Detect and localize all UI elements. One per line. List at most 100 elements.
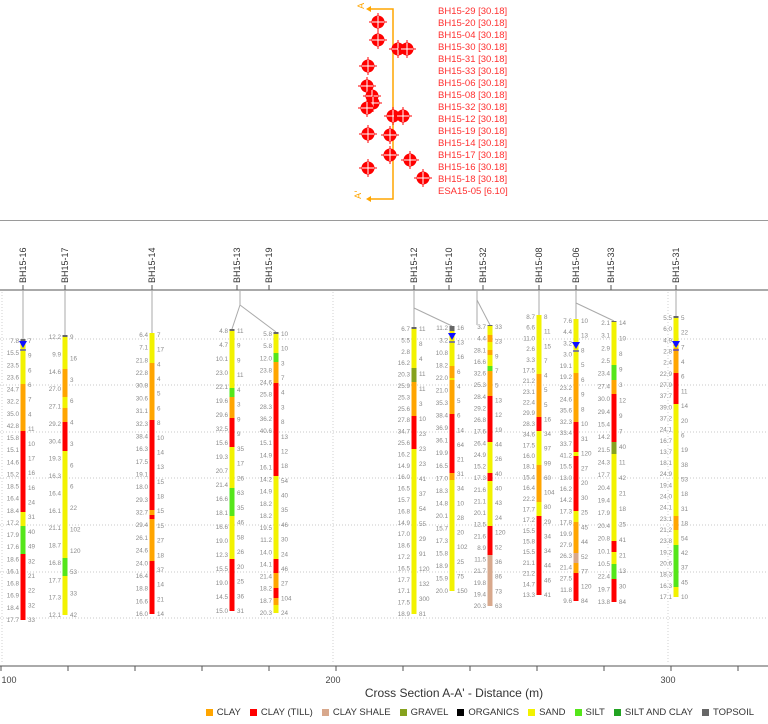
borehole-name[interactable]: BH15-06 [571, 247, 581, 283]
borehole-map-label[interactable]: BH15-31 [30.18] [438, 54, 507, 65]
soil-layer-gravel[interactable] [611, 442, 617, 454]
soil-layer-silt[interactable] [229, 388, 235, 397]
borehole-map-label[interactable]: BH15-04 [30.18] [438, 30, 507, 41]
soil-layer-sand[interactable] [536, 502, 542, 516]
soil-layer-clay[interactable] [273, 573, 279, 588]
soil-layer-sand[interactable] [611, 552, 617, 564]
soil-layer-clay[interactable] [149, 519, 155, 561]
soil-layer-clay-till[interactable] [449, 414, 455, 473]
borehole-name[interactable]: BH15-08 [534, 247, 544, 283]
soil-layer-topsoil[interactable] [20, 339, 26, 341]
soil-layer-sand[interactable] [411, 329, 417, 368]
borehole-marker-icon[interactable] [358, 99, 376, 117]
soil-layer-clay[interactable] [611, 380, 617, 394]
borehole-map-label[interactable]: BH15-20 [30.18] [438, 18, 507, 29]
soil-layer-sand[interactable] [149, 333, 155, 363]
soil-layer-clay[interactable] [20, 384, 26, 431]
soil-layer-sand[interactable] [273, 334, 279, 353]
borehole-bh15-14[interactable]: BH15-14 6.4 7.1 21.8 22.8 30.8 30.6 31.1 32.3 38.… [136, 247, 165, 618]
soil-layer-sand[interactable] [62, 397, 68, 408]
soil-layer-clay-till[interactable] [62, 422, 68, 451]
soil-layer-clay-till[interactable] [536, 417, 542, 431]
legend-item[interactable]: SILT AND CLAY [613, 707, 693, 718]
soil-layer-clay-till[interactable] [487, 473, 493, 481]
borehole-map-label[interactable]: BH15-06 [30.18] [438, 78, 507, 89]
soil-layer-sand[interactable] [229, 516, 235, 559]
soil-layer-clay[interactable] [449, 380, 455, 414]
soil-layer-clay-till[interactable] [149, 561, 155, 614]
soil-layer-clay[interactable] [573, 373, 579, 422]
borehole-map-label[interactable]: BH15-29 [30.18] [438, 6, 507, 17]
soil-layer-clay-till[interactable] [536, 516, 542, 595]
soil-layer-clay[interactable] [449, 473, 455, 480]
borehole-map-label[interactable]: ESA15-05 [6.10] [438, 186, 508, 197]
borehole-name[interactable]: BH15-12 [409, 247, 419, 283]
soil-layer-sand[interactable] [229, 331, 235, 388]
soil-layer-clay[interactable] [536, 374, 542, 417]
legend-item[interactable]: SAND [528, 707, 566, 718]
borehole-bh15-12[interactable]: BH15-12 6.7 5.5 2.8 16.2 20.3 25.9 25.3 25.6 27.8… [398, 247, 430, 618]
soil-layer-sand[interactable] [673, 530, 679, 545]
soil-layer-silt[interactable] [20, 526, 26, 554]
soil-layer-sand[interactable] [20, 341, 26, 384]
soil-layer-sand[interactable] [487, 326, 493, 335]
soil-layer-sand[interactable] [573, 452, 579, 456]
soil-layer-clay-shale[interactable] [487, 555, 493, 606]
borehole-map-label[interactable]: BH15-14 [30.18] [438, 138, 507, 149]
soil-layer-sand[interactable] [62, 337, 68, 369]
soil-layer-clay[interactable] [229, 397, 235, 418]
borehole-name[interactable]: BH15-13 [232, 247, 242, 283]
borehole-bh15-08[interactable]: BH15-08 8.7 6.6 11.0 2.6 3.3 17.5 21.2 23.1 22.4 2… [523, 247, 555, 599]
soil-layer-clay-till[interactable] [611, 541, 617, 552]
soil-layer-clay-till[interactable] [149, 420, 155, 510]
soil-layer-clay-till[interactable] [487, 396, 493, 442]
soil-layer-gravel[interactable] [411, 368, 417, 382]
soil-layer-sand[interactable] [449, 480, 455, 591]
borehole-name[interactable]: BH15-10 [444, 247, 454, 283]
legend-item[interactable]: CLAY [205, 707, 241, 718]
borehole-marker-icon[interactable] [381, 126, 399, 144]
borehole-name[interactable]: BH15-32 [478, 247, 488, 283]
borehole-map-label[interactable]: BH15-08 [30.18] [438, 90, 507, 101]
soil-layer-silt[interactable] [611, 564, 617, 579]
borehole-bh15-16[interactable]: BH15-16 7.8 15.5 23.5 23.6 24.7 32.2 35.0 42.8 15… [7, 247, 36, 624]
soil-layer-silt[interactable] [673, 545, 679, 587]
soil-layer-sand[interactable] [611, 322, 617, 365]
borehole-marker-icon[interactable] [414, 169, 432, 187]
borehole-bh15-32[interactable]: BH15-32 3.7 4.4 28.1 16.6 32.6 25.3 28.4 29.2 26.… [474, 247, 506, 610]
soil-layer-clay-till[interactable] [487, 526, 493, 555]
borehole-marker-icon[interactable] [394, 107, 412, 125]
soil-layer-sand[interactable] [20, 512, 26, 526]
soil-layer-topsoil[interactable] [229, 329, 235, 331]
borehole-marker-icon[interactable] [359, 57, 377, 75]
soil-layer-clay[interactable] [673, 516, 679, 530]
soil-layer-clay[interactable] [62, 369, 68, 397]
legend-item[interactable]: CLAY (TILL) [249, 707, 313, 718]
soil-layer-sand[interactable] [273, 476, 279, 559]
soil-layer-sand[interactable] [536, 315, 542, 374]
borehole-map-label[interactable]: BH15-16 [30.18] [438, 162, 507, 173]
soil-layer-silt[interactable] [273, 353, 279, 362]
borehole-map-label[interactable]: BH15-12 [30.18] [438, 114, 507, 125]
soil-layer-clay[interactable] [411, 382, 417, 416]
soil-layer-clay-till[interactable] [411, 416, 417, 449]
soil-layer-sand[interactable] [573, 511, 579, 522]
soil-layer-clay-till[interactable] [273, 383, 279, 476]
soil-layer-clay-shale[interactable] [573, 553, 579, 563]
soil-layer-clay-till[interactable] [149, 515, 155, 519]
borehole-map-label[interactable]: BH15-19 [30.18] [438, 126, 507, 137]
soil-layer-clay[interactable] [149, 363, 155, 420]
soil-layer-clay[interactable] [573, 563, 579, 573]
soil-layer-clay-till[interactable] [673, 373, 679, 404]
soil-layer-topsoil[interactable] [273, 332, 279, 334]
soil-layer-sand[interactable] [487, 355, 493, 366]
borehole-map-label[interactable]: BH15-33 [30.18] [438, 66, 507, 77]
soil-layer-topsoil[interactable] [449, 326, 455, 331]
soil-layer-silt[interactable] [62, 558, 68, 576]
soil-layer-sand[interactable] [273, 605, 279, 613]
legend-item[interactable]: GRAVEL [399, 707, 448, 718]
soil-layer-sand[interactable] [536, 431, 542, 465]
borehole-marker-icon[interactable] [401, 151, 419, 169]
borehole-marker-icon[interactable] [369, 31, 387, 49]
soil-layer-clay[interactable] [487, 350, 493, 355]
